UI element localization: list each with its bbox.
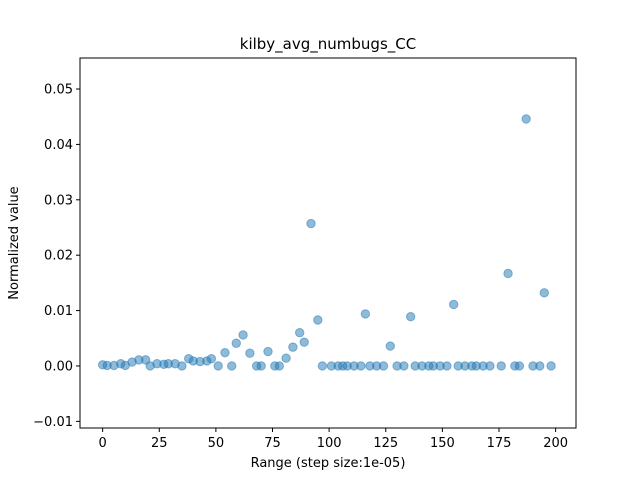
data-point [299,337,309,347]
data-point [535,361,545,371]
y-tick-label: 0.04 [44,138,73,153]
x-tick-label: 150 [430,436,455,451]
data-point [245,348,255,358]
data-point [514,361,525,371]
data-point [539,288,549,298]
y-tick-label: 0.00 [44,359,73,374]
data-point [405,311,416,322]
x-tick-label: 175 [487,436,512,451]
data-point [227,361,237,371]
data-point [485,361,495,371]
data-point [294,328,305,338]
plot-frame [79,57,577,429]
x-tick-label: 25 [151,436,168,451]
x-tick-label: 100 [317,436,342,451]
data-point [238,330,248,340]
data-point [306,218,316,229]
chart-title: kilby_avg_numbugs_CC [240,35,416,54]
data-point [496,361,506,371]
x-axis-label: Range (step size:1e-05) [251,456,406,471]
data-point [263,346,273,357]
data-point [385,341,395,351]
x-tick-label: 200 [543,436,568,451]
data-point [220,347,230,358]
x-tick-label: 75 [264,436,281,451]
y-tick-label: 0.01 [44,304,73,319]
y-tick-label: 0.05 [44,83,73,98]
data-point [281,353,291,363]
data-point [360,309,371,319]
data-point [231,338,241,348]
data-point [213,361,223,371]
x-tick-label: 50 [208,436,225,451]
data-point [356,361,366,371]
x-tick-label: 125 [373,436,398,451]
data-point [256,361,266,371]
x-tick-label: 0 [99,436,107,451]
data-point [546,361,556,371]
data-point [521,114,531,124]
data-point [206,354,217,364]
x-axis: 0 25 50 75 100 125 150 175 200 [99,428,568,451]
points-layer [97,114,556,371]
data-point [399,361,409,371]
y-tick-label: −0.01 [33,415,73,430]
data-point [442,361,452,371]
data-point [313,315,323,325]
data-point [274,361,285,371]
data-point [177,361,187,371]
y-tick-label: 0.02 [44,249,73,264]
data-point [317,361,328,371]
y-tick-label: 0.03 [44,193,73,208]
y-axis-label: Normalized value [7,186,22,299]
data-point [503,268,513,279]
data-point [288,342,298,352]
data-point [449,299,459,310]
data-point [378,361,389,371]
y-axis: −0.01 0.00 0.01 0.02 0.03 0.04 0.05 [33,83,80,430]
